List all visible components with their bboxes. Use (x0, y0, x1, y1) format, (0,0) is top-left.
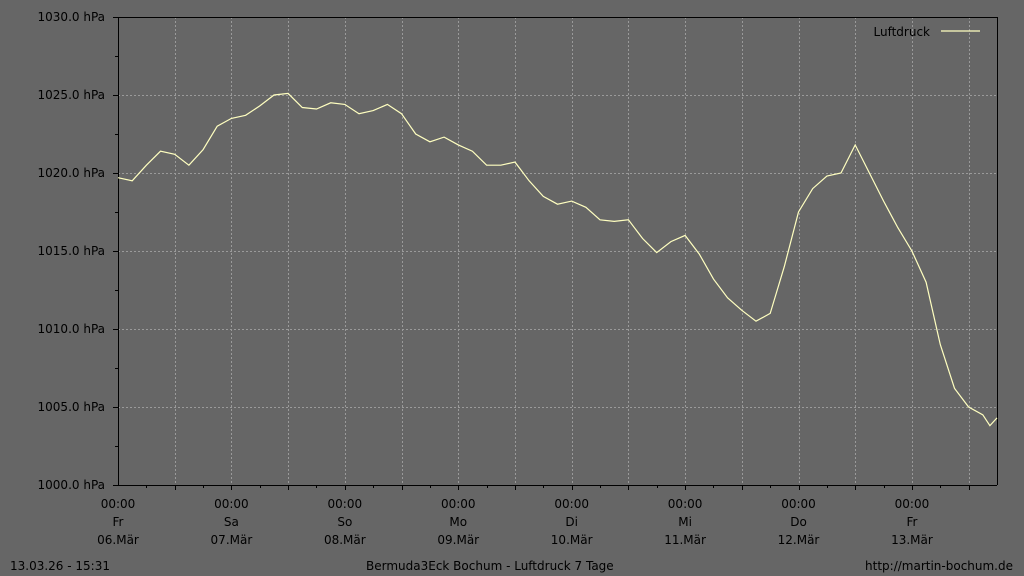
x-tick-day: Fr (906, 515, 917, 529)
grid (118, 17, 997, 485)
footer-timestamp: 13.03.26 - 15:31 (10, 559, 110, 573)
y-tick-label: 1005.0 hPa (38, 400, 105, 414)
y-tick-label: 1000.0 hPa (38, 478, 105, 492)
x-tick-date: 09.Mär (437, 533, 479, 547)
x-tick-time: 00:00 (441, 497, 476, 511)
x-tick-date: 06.Mär (97, 533, 139, 547)
x-tick-time: 00:00 (328, 497, 363, 511)
x-tick-day: Mi (678, 515, 692, 529)
series-line-luftdruck (117, 92, 998, 427)
x-tick-time: 00:00 (781, 497, 816, 511)
axes (113, 17, 998, 490)
x-tick-day: So (337, 515, 352, 529)
x-tick-date: 08.Mär (324, 533, 366, 547)
x-tick-day: Di (565, 515, 578, 529)
x-tick-time: 00:00 (895, 497, 930, 511)
x-tick-date: 10.Mär (551, 533, 593, 547)
x-tick-date: 13.Mär (891, 533, 933, 547)
x-tick-day: Fr (113, 515, 124, 529)
x-tick-day: Do (790, 515, 807, 529)
y-axis-labels: 1000.0 hPa 1005.0 hPa 1010.0 hPa 1015.0 hPa… (38, 10, 105, 492)
x-tick-date: 11.Mär (664, 533, 706, 547)
plot-area (118, 17, 997, 485)
x-tick-time: 00:00 (101, 497, 136, 511)
x-tick-time: 00:00 (668, 497, 703, 511)
x-tick-time: 00:00 (554, 497, 589, 511)
x-tick-day: Mo (449, 515, 467, 529)
y-tick-label: 1020.0 hPa (38, 166, 105, 180)
legend-label: Luftdruck (873, 25, 930, 39)
x-tick-date: 12.Mär (778, 533, 820, 547)
y-tick-label: 1010.0 hPa (38, 322, 105, 336)
footer-url: http://martin-bochum.de (865, 559, 1013, 573)
x-axis-labels: 00:00 Fr 06.Mär 00:00 Sa 07.Mär 00:00 So 08.Mär 0… (97, 497, 933, 547)
y-tick-label: 1030.0 hPa (38, 10, 105, 24)
x-tick-date: 07.Mär (211, 533, 253, 547)
y-tick-label: 1015.0 hPa (38, 244, 105, 258)
footer-title: Bermuda3Eck Bochum - Luftdruck 7 Tage (366, 559, 614, 573)
x-tick-day: Sa (224, 515, 239, 529)
y-tick-label: 1025.0 hPa (38, 88, 105, 102)
x-tick-time: 00:00 (214, 497, 249, 511)
legend: Luftdruck (873, 25, 980, 39)
